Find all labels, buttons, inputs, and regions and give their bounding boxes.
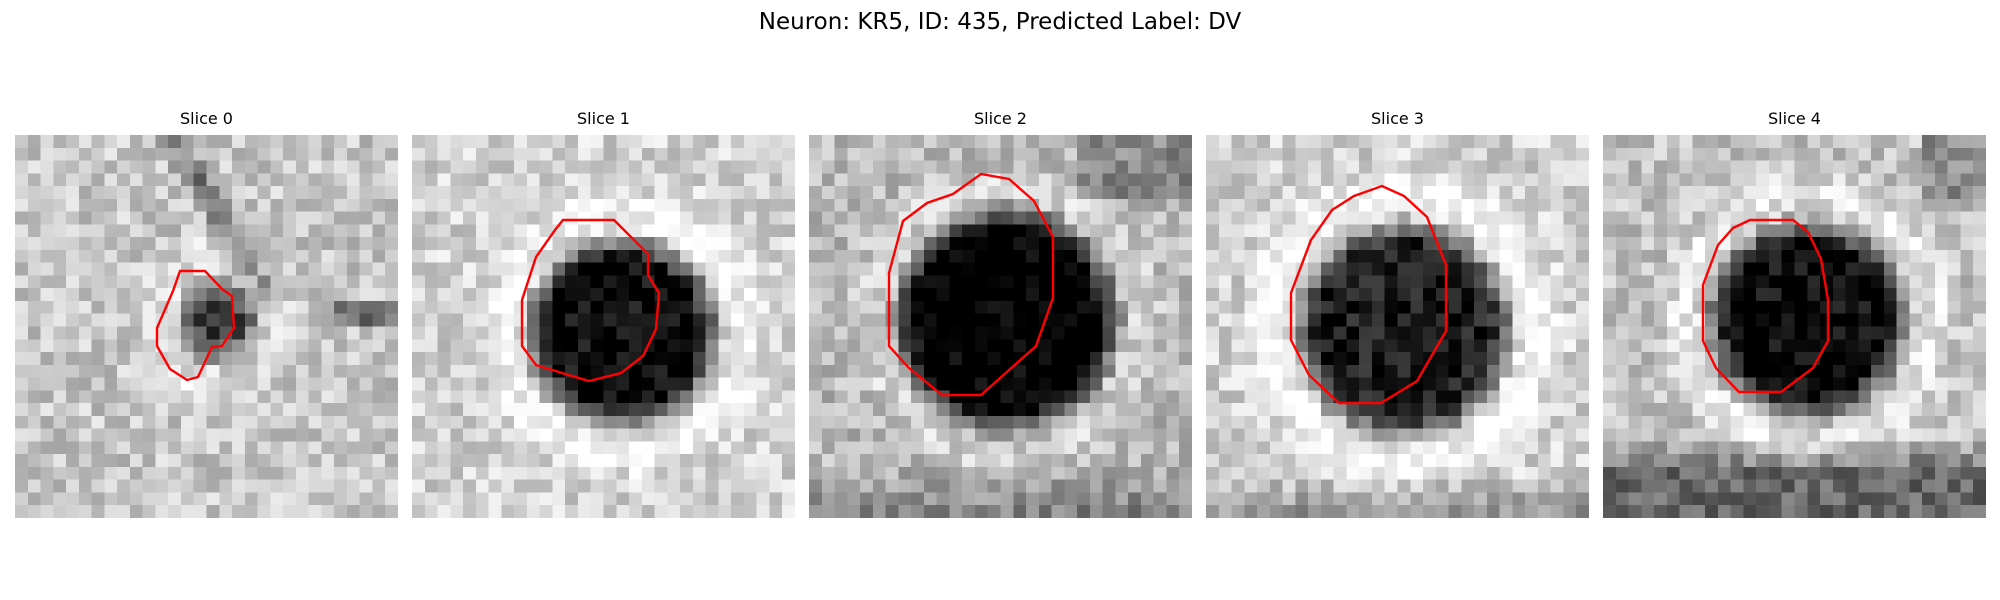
roi-contour-outline	[520, 218, 661, 383]
slice-panel-4: Slice 4	[1603, 108, 1986, 518]
roi-contour	[520, 218, 661, 383]
slice-panel-1: Slice 1	[412, 108, 795, 518]
roi-contour-outline	[1701, 218, 1830, 394]
slice-image	[809, 135, 1192, 518]
roi-contour	[1701, 218, 1830, 394]
slice-title: Slice 0	[180, 109, 233, 128]
slice-panel-2: Slice 2	[809, 108, 1192, 518]
slice-title: Slice 2	[974, 109, 1027, 128]
slice-panel-3: Slice 3	[1206, 108, 1589, 518]
roi-contour	[887, 172, 1055, 397]
slice-image	[1603, 135, 1986, 518]
slice-image	[15, 135, 398, 518]
roi-contour-outline	[155, 269, 236, 382]
slice-title: Slice 3	[1371, 109, 1424, 128]
slice-image	[412, 135, 795, 518]
roi-contour-outline	[1289, 184, 1448, 405]
figure-title: Neuron: KR5, ID: 435, Predicted Label: D…	[758, 9, 1242, 35]
slice-title: Slice 1	[577, 109, 630, 128]
roi-contour	[155, 269, 236, 382]
slice-title: Slice 4	[1768, 109, 1821, 128]
slice-panel-0: Slice 0	[15, 108, 398, 518]
roi-contour-outline	[887, 172, 1055, 397]
slice-image	[1206, 135, 1589, 518]
roi-contour	[1289, 184, 1448, 405]
